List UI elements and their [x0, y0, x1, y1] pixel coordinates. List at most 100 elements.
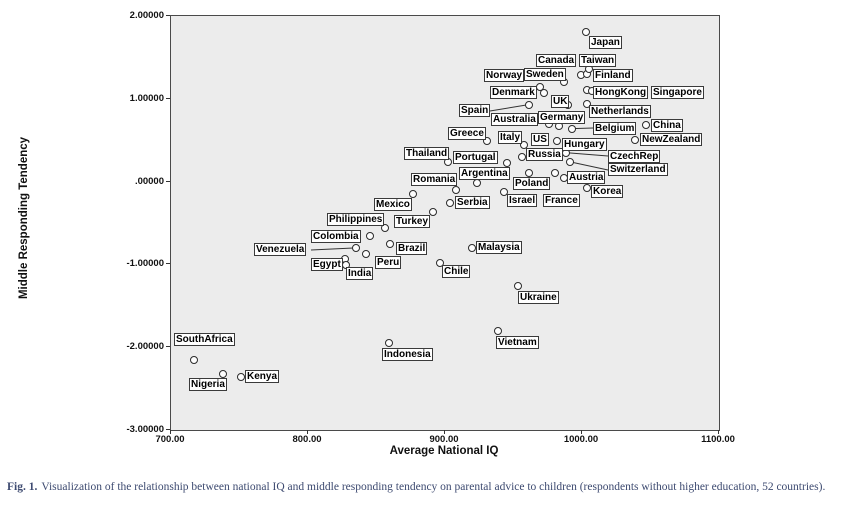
- country-label-norway: Norway: [484, 69, 525, 82]
- x-tick-mark: [718, 430, 719, 434]
- country-label-venezuela: Venezuela: [254, 243, 307, 256]
- data-point-ukraine: [513, 281, 522, 290]
- country-label-malaysia: Malaysia: [476, 241, 522, 254]
- country-label-ukraine: Ukraine: [518, 291, 559, 304]
- country-label-philippines: Philippines: [327, 213, 385, 226]
- y-tick-label: -1.00000: [126, 258, 164, 270]
- data-point-brazil: [386, 239, 395, 248]
- connector-line-czechrep: [565, 152, 609, 157]
- data-point-vietnam: [494, 326, 503, 335]
- country-label-colombia: Colombia: [311, 230, 361, 243]
- x-tick-mark: [307, 430, 308, 434]
- country-label-serbia: Serbia: [455, 196, 490, 209]
- country-label-portugal: Portugal: [453, 151, 498, 164]
- y-tick-label: .00000: [134, 175, 164, 187]
- country-label-egypt: Egypt: [311, 258, 343, 271]
- y-tick-mark: [166, 180, 170, 182]
- data-point-turkey: [428, 208, 437, 217]
- country-label-poland: Poland: [513, 177, 551, 190]
- data-point-france: [550, 169, 559, 178]
- data-point-china: [642, 121, 651, 130]
- data-point-denmark: [539, 89, 548, 97]
- data-point-chile: [435, 258, 444, 267]
- country-label-israel: Israel: [507, 194, 538, 207]
- y-tick-mark: [166, 346, 170, 348]
- x-tick-mark: [170, 430, 171, 434]
- data-point-portugal: [502, 159, 511, 168]
- data-point-greece: [483, 137, 492, 146]
- country-label-kenya: Kenya: [245, 370, 280, 383]
- country-label-italy: Italy: [498, 131, 523, 144]
- country-label-denmark: Denmark: [490, 86, 537, 99]
- country-label-belgium: Belgium: [593, 122, 637, 135]
- y-axis-title: Middle Responding Tendency: [18, 136, 30, 300]
- y-tick-label: 2.00000: [129, 10, 164, 21]
- data-point-japan: [582, 27, 591, 36]
- data-point-russia: [517, 152, 526, 161]
- data-point-newzealand: [631, 136, 640, 145]
- x-tick-label: 1100.00: [701, 434, 735, 445]
- data-point-poland: [524, 169, 533, 178]
- data-point-indonesia: [384, 339, 393, 348]
- data-point-colombia: [365, 232, 374, 241]
- data-point-italy: [520, 141, 529, 150]
- data-point-mexico: [409, 190, 418, 199]
- country-label-hongkong: HongKong: [593, 86, 649, 99]
- country-label-germany: Germany: [538, 111, 586, 124]
- country-label-greece: Greece: [448, 127, 486, 140]
- country-label-china: China: [651, 119, 683, 132]
- x-tick-mark: [444, 430, 445, 434]
- country-label-taiwan: Taiwan: [579, 54, 617, 67]
- country-label-canada: Canada: [536, 54, 577, 67]
- country-label-argentina: Argentina: [459, 167, 510, 180]
- country-label-romania: Romania: [411, 173, 458, 186]
- data-point-argentina: [472, 179, 481, 188]
- data-point-us: [553, 137, 562, 146]
- figure-caption: Fig. 1. Visualization of the relationship…: [7, 481, 853, 493]
- country-label-india: India: [346, 267, 374, 280]
- caption-text: Visualization of the relationship betwee…: [41, 481, 826, 493]
- country-label-spain: Spain: [459, 104, 491, 117]
- data-point-kenya: [236, 373, 245, 381]
- x-tick-label: 800.00: [292, 434, 322, 445]
- country-label-vietnam: Vietnam: [496, 336, 539, 349]
- data-point-malaysia: [468, 243, 477, 252]
- country-label-singapore: Singapore: [651, 86, 704, 99]
- country-label-sweden: Sweden: [524, 68, 566, 81]
- y-tick-mark: [166, 429, 170, 430]
- scatter-figure: Middle Responding Tendency Japan Canada Ta…: [18, 10, 735, 457]
- y-tick-mark: [166, 97, 170, 99]
- country-label-russia: Russia: [526, 148, 563, 161]
- y-tick-label: -3.00000: [126, 424, 164, 435]
- y-tick-mark: [166, 263, 170, 265]
- country-label-switzerland: Switzerland: [608, 163, 668, 176]
- data-point-israel: [499, 188, 508, 197]
- connector-line-spain: [489, 104, 529, 112]
- country-label-uk: UK: [551, 95, 570, 108]
- country-label-turkey: Turkey: [394, 215, 431, 228]
- x-tick-mark: [581, 430, 582, 434]
- country-label-mexico: Mexico: [374, 198, 412, 211]
- country-label-chile: Chile: [442, 265, 471, 278]
- country-label-finland: Finland: [593, 69, 633, 82]
- country-label-austria: Austria: [567, 171, 606, 184]
- country-label-thailand: Thailand: [404, 147, 450, 160]
- data-point-nigeria: [219, 369, 228, 378]
- y-tick-label: 1.00000: [129, 92, 164, 104]
- data-point-philippines: [380, 223, 389, 232]
- country-label-newzealand: NewZealand: [640, 133, 703, 146]
- country-label-nigeria: Nigeria: [189, 378, 227, 391]
- data-point-belgium: [568, 124, 577, 133]
- country-label-korea: Korea: [591, 185, 624, 198]
- y-tick-mark: [166, 15, 170, 16]
- connector-line-switzerland: [569, 161, 609, 171]
- x-tick-label: 700.00: [155, 434, 185, 445]
- caption-label: Fig. 1.: [7, 481, 38, 493]
- y-tick-label: -2.00000: [126, 341, 164, 353]
- data-point-romania: [451, 185, 460, 194]
- data-point-venezuela: [351, 243, 360, 252]
- country-label-czechrep: CzechRep: [608, 150, 661, 163]
- country-label-france: France: [543, 194, 580, 207]
- data-point-spain: [524, 100, 533, 109]
